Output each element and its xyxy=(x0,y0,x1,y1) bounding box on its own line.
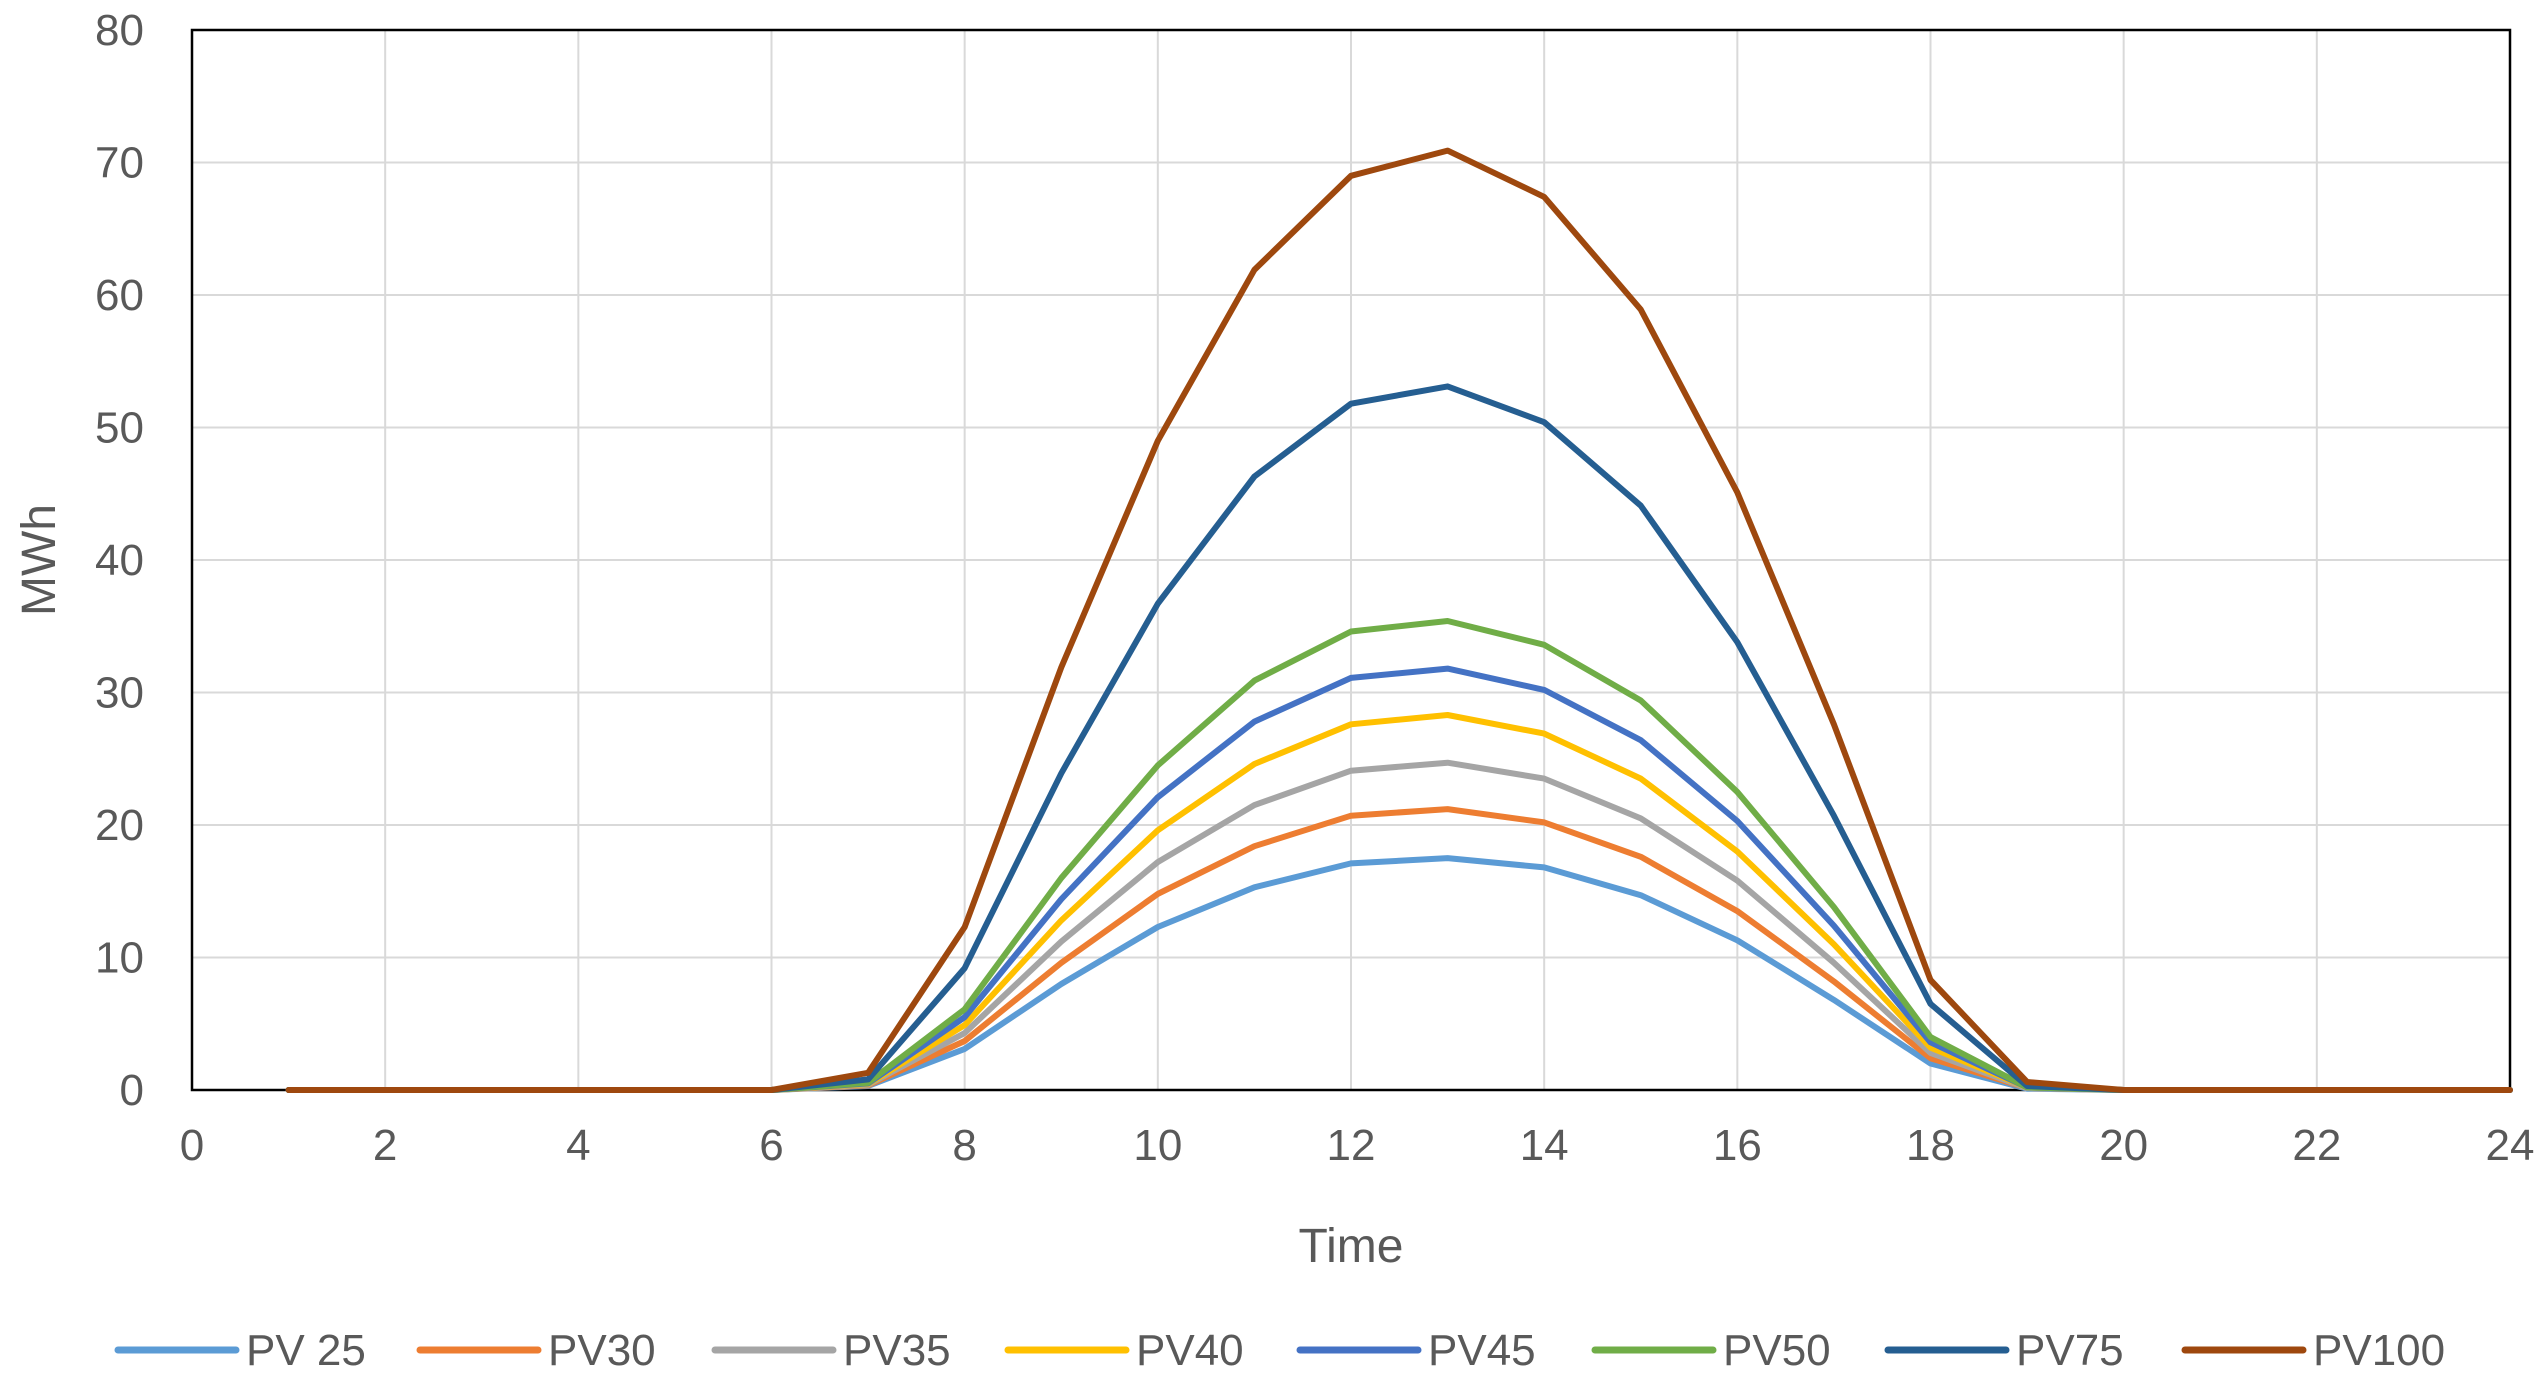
legend-label: PV75 xyxy=(2016,1326,2124,1375)
legend-item: PV 25 xyxy=(114,1326,366,1375)
series-line-pv30 xyxy=(285,806,2513,1093)
y-tick-label: 40 xyxy=(95,536,144,585)
legend-item: PV40 xyxy=(1004,1326,1244,1375)
series-line-pv45 xyxy=(285,665,2513,1093)
x-tick-label: 24 xyxy=(2486,1121,2535,1170)
legend-item: PV50 xyxy=(1591,1326,1831,1375)
legend-label: PV 25 xyxy=(246,1326,366,1375)
y-tick-label: 0 xyxy=(120,1066,144,1115)
legend-item: PV30 xyxy=(416,1326,656,1375)
y-tick-label: 30 xyxy=(95,669,144,718)
x-tick-label: 0 xyxy=(180,1121,204,1170)
legend-label: PV30 xyxy=(548,1326,656,1375)
y-tick-label: 50 xyxy=(95,404,144,453)
legend-label: PV35 xyxy=(843,1326,951,1375)
legend-label: PV40 xyxy=(1136,1326,1244,1375)
series-line-pv75 xyxy=(285,383,2513,1093)
legend-item: PV75 xyxy=(1884,1326,2124,1375)
x-tick-label: 14 xyxy=(1520,1121,1569,1170)
x-tick-label: 2 xyxy=(373,1121,397,1170)
x-tick-label: 12 xyxy=(1327,1121,1376,1170)
series-line-pv25 xyxy=(285,855,2513,1093)
series-line-pv50 xyxy=(285,618,2513,1093)
x-tick-label: 6 xyxy=(759,1121,783,1170)
x-tick-label: 16 xyxy=(1713,1121,1762,1170)
series-line-pv40 xyxy=(285,712,2513,1093)
x-tick-label: 20 xyxy=(2099,1121,2148,1170)
series-lines xyxy=(285,147,2513,1093)
y-tick-label: 80 xyxy=(95,6,144,55)
x-tick-label: 22 xyxy=(2292,1121,2341,1170)
y-tick-label: 70 xyxy=(95,139,144,188)
legend-item: PV45 xyxy=(1296,1326,1536,1375)
y-axis-tick-labels: 0 10 20 30 40 50 60 70 80 xyxy=(95,6,144,1115)
y-tick-label: 60 xyxy=(95,271,144,320)
legend-item: PV35 xyxy=(711,1326,951,1375)
x-tick-label: 10 xyxy=(1133,1121,1182,1170)
legend-label: PV45 xyxy=(1428,1326,1536,1375)
series-line-pv100 xyxy=(285,147,2513,1093)
y-tick-label: 20 xyxy=(95,801,144,850)
y-axis-title: MWh xyxy=(13,504,66,616)
x-axis-title: Time xyxy=(1299,1220,1404,1273)
y-tick-label: 10 xyxy=(95,934,144,983)
x-tick-label: 18 xyxy=(1906,1121,1955,1170)
legend: PV 25 PV30 PV35 PV40 PV45 PV50 PV75 PV100 xyxy=(114,1326,2445,1375)
x-tick-label: 8 xyxy=(952,1121,976,1170)
legend-label: PV100 xyxy=(2313,1326,2445,1375)
gridlines xyxy=(191,29,2511,1091)
legend-label: PV50 xyxy=(1723,1326,1831,1375)
x-axis-tick-labels: 0 2 4 6 8 10 12 14 16 18 20 22 24 xyxy=(180,1121,2535,1170)
x-tick-label: 4 xyxy=(566,1121,590,1170)
legend-item: PV100 xyxy=(2181,1326,2445,1375)
plot-area-border xyxy=(190,28,2512,1092)
